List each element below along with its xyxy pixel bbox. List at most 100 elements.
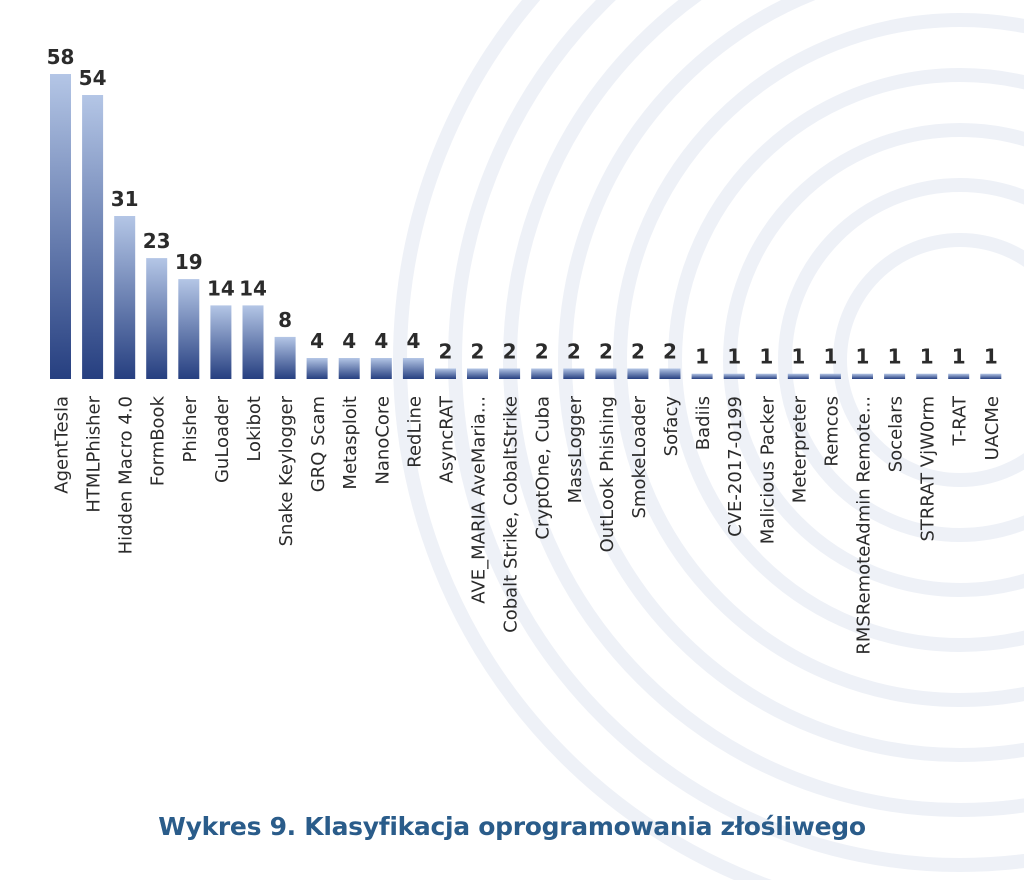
- bar: [948, 373, 970, 379]
- value-label: 1: [759, 345, 773, 369]
- background-arc: [503, 0, 1024, 817]
- category-label: Badiis: [693, 396, 714, 450]
- value-label: 1: [856, 345, 870, 369]
- category-label: Lokibot: [244, 396, 265, 462]
- category-label: Hidden Macro 4.0: [116, 396, 137, 554]
- category-label: T-RAT: [950, 395, 971, 447]
- category-label: Snake Keylogger: [276, 395, 297, 546]
- bar: [884, 373, 906, 379]
- value-label: 4: [406, 329, 420, 353]
- value-label: 1: [984, 345, 998, 369]
- category-label: CryptOne, Cuba: [533, 396, 554, 540]
- bar: [242, 305, 264, 379]
- value-label: 2: [599, 340, 613, 364]
- bar: [980, 373, 1002, 379]
- background-arc: [668, 68, 1024, 652]
- bar: [274, 336, 296, 379]
- value-label: 1: [791, 345, 805, 369]
- category-label: RMSRemoteAdmin Remote...: [854, 396, 875, 655]
- bar: [338, 358, 360, 379]
- bar: [723, 373, 745, 379]
- bar: [595, 368, 617, 379]
- bar: [467, 368, 488, 379]
- category-label: OutLook Phishing: [597, 396, 618, 552]
- category-label: AsyncRAT: [437, 395, 458, 483]
- bars-group: [50, 74, 1002, 379]
- value-label: 1: [920, 345, 934, 369]
- category-label: SmokeLoader: [629, 395, 650, 518]
- value-label: 1: [952, 345, 966, 369]
- background-arc: [833, 233, 1024, 487]
- category-label: Sofacy: [661, 396, 682, 457]
- value-label: 14: [207, 276, 235, 300]
- value-label: 4: [342, 329, 356, 353]
- category-label: Meterpreter: [789, 395, 810, 503]
- value-label: 2: [631, 340, 645, 364]
- bar: [627, 368, 649, 379]
- value-label: 2: [439, 340, 453, 364]
- value-label: 58: [47, 45, 75, 69]
- bar: [916, 373, 938, 379]
- value-label: 23: [143, 229, 171, 253]
- bar: [402, 358, 424, 379]
- category-label: FormBook: [148, 395, 169, 486]
- bar: [178, 279, 200, 379]
- category-label: GuLoader: [212, 395, 233, 483]
- background-arc: [613, 13, 1024, 707]
- category-label: NanoCore: [372, 396, 393, 485]
- category-label: AgentTesla: [52, 396, 73, 494]
- value-label: 31: [111, 187, 139, 211]
- bar: [435, 368, 456, 379]
- value-label: 4: [310, 329, 324, 353]
- bar: [370, 358, 392, 379]
- category-label: HTMLPhisher: [84, 395, 105, 512]
- category-label: Metasploit: [340, 396, 361, 490]
- bar: [114, 216, 136, 379]
- value-label: 1: [695, 345, 709, 369]
- category-label: MassLogger: [565, 395, 586, 503]
- value-label: 14: [239, 276, 267, 300]
- bar: [819, 373, 841, 379]
- bar: [787, 373, 809, 379]
- bar: [82, 95, 104, 379]
- category-label: RedLine: [404, 396, 425, 468]
- bar: [852, 373, 873, 379]
- category-label: UACMe: [982, 396, 1003, 460]
- value-label: 2: [471, 340, 485, 364]
- chart-title: Wykres 9. Klasyfikacja oprogramowania zł…: [158, 812, 866, 841]
- value-label: 2: [663, 340, 677, 364]
- category-label: Socelars: [886, 396, 907, 472]
- bar: [563, 368, 585, 379]
- bar: [691, 373, 713, 379]
- value-label: 19: [175, 250, 203, 274]
- category-label: CVE-2017-0199: [725, 396, 746, 537]
- bar: [210, 305, 232, 379]
- category-label: Remcos: [821, 396, 842, 467]
- value-label: 8: [278, 308, 292, 332]
- value-label: 2: [535, 340, 549, 364]
- bar: [755, 373, 777, 379]
- bar: [499, 368, 521, 379]
- value-label: 54: [79, 66, 107, 90]
- category-label: Phisher: [180, 395, 201, 462]
- bar: [659, 368, 681, 379]
- value-label: 1: [823, 345, 837, 369]
- category-label: AVE_MARIA AveMaria...: [469, 396, 490, 604]
- value-label: 1: [727, 345, 741, 369]
- category-label: Malicious Packer: [757, 395, 778, 544]
- background-arc: [558, 0, 1024, 762]
- background-arcs: [393, 0, 1024, 880]
- category-label: Cobalt Strike, CobaltStrike: [501, 396, 522, 633]
- background-arc: [723, 123, 1024, 597]
- value-label: 1: [888, 345, 902, 369]
- bar: [146, 258, 168, 379]
- category-labels-group: AgentTesla HTMLPhisher Hidden Macro 4.0 For…: [52, 395, 1003, 655]
- value-label: 4: [374, 329, 388, 353]
- background-arc: [393, 0, 773, 880]
- bar: [306, 358, 328, 379]
- background-arc: [448, 0, 1024, 872]
- bar: [50, 74, 71, 379]
